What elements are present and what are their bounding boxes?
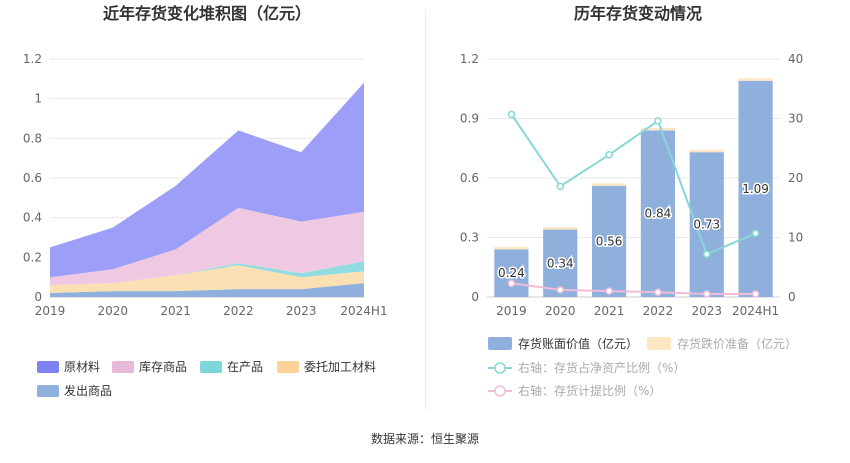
line-point-1 [556,286,564,294]
bar-data-label: 0.84 [645,207,672,221]
right-x-tick: 2024H1 [732,304,779,318]
bar-provision-2023 [689,149,724,153]
area-series-库存商品 [50,207,364,286]
line-point-0 [605,151,613,159]
right-x-tick: 2023 [691,304,722,318]
legend-swatch-委托加工材料 [277,361,299,373]
stacked-area-chart: 近年存货变化堆积图（亿元） 0 0.2 0.4 0.6 0.8 1 1.2 2019 2020 20… [23,4,388,398]
line-point-0 [654,117,662,125]
line-point-1 [654,288,662,296]
bar-2020 [543,229,578,297]
line-series-0 [510,113,756,256]
right-chart-title: 历年存货变动情况 [574,4,702,23]
bar-data-label: 0.24 [498,266,525,280]
left-x-tick: 2022 [223,304,254,318]
legend-label-在产品: 在产品 [227,360,263,374]
left-y-tick: 0.2 [23,250,42,264]
right-y-tick: 1.2 [460,52,479,66]
line-point-1 [507,279,516,288]
bar-provision-2020 [543,227,578,230]
area-series-委托加工材料 [50,265,364,293]
left-y-tick: 0.4 [23,211,42,225]
left-y-tick: 1.2 [23,52,42,66]
right-y-tick: 0.6 [460,171,479,185]
left-y-tick: 0 [34,290,42,304]
line-point-1 [751,290,760,298]
bar-data-label: 0.73 [693,218,720,232]
right-x-tick: 2019 [496,304,527,318]
data-source: 数据来源：恒生聚源 [370,432,479,446]
right-y2-tick: 0 [788,290,796,304]
left-x-tick: 2019 [35,304,66,318]
left-y-tick: 0.6 [23,171,42,185]
legend-label-line-1: 右轴：存货计提比例（%） [518,383,661,398]
left-x-tick: 2020 [98,304,129,318]
bar-provision-2021 [591,183,627,186]
left-chart-title: 近年存货变化堆积图（亿元） [103,4,311,23]
bar-data-label: 0.56 [596,234,623,248]
left-x-tick: 2021 [160,304,191,318]
legend-marker-1 [494,385,506,397]
right-y2-tick: 20 [788,171,803,185]
area-series-发出商品 [50,283,364,297]
bar-provision-2019 [494,246,529,250]
line-point-0 [751,229,760,238]
legend-label-发出商品: 发出商品 [64,383,112,398]
right-y2-tick: 30 [788,112,803,126]
right-y-tick: 0.3 [460,231,479,245]
bar-provision-2024H1 [738,78,773,81]
legend-swatch-发出商品 [37,385,59,397]
legend-label-委托加工材料: 委托加工材料 [304,360,376,374]
legend-label-provision: 存货跌价准备（亿元） [677,336,797,351]
legend-label-line-0: 右轴：存货占净资产比例（%） [518,360,685,375]
legend-swatch-provision [647,337,671,350]
right-x-tick: 2021 [594,304,625,318]
legend-swatch-在产品 [200,361,222,373]
left-y-tick: 0.8 [23,131,42,145]
bar-data-label: 0.34 [547,256,574,270]
right-x-tick: 2020 [545,304,576,318]
legend-swatch-库存商品 [112,361,134,373]
panel-divider [425,10,426,410]
line-point-1 [605,287,613,295]
line-series-1 [511,282,756,295]
legend-swatch-原材料 [37,361,59,373]
legend-swatch-book-value [488,337,512,350]
bar-provision-2022 [640,127,676,131]
legend-label-库存商品: 库存商品 [139,359,187,374]
bar-data-label: 1.09 [742,182,769,196]
bar-2022 [640,130,676,297]
bar-2021 [591,185,627,297]
right-x-tick: 2022 [643,304,674,318]
right-y2-tick: 10 [788,231,803,245]
left-y-tick: 1 [34,92,42,106]
line-point-1 [703,290,711,298]
legend-marker-0 [494,362,506,374]
line-point-0 [703,250,711,258]
line-point-0 [507,110,516,119]
left-x-tick: 2023 [286,304,317,318]
legend-label-book-value: 存货账面价值（亿元） [518,336,638,351]
area-series-原材料 [50,82,364,278]
legend-label-原材料: 原材料 [64,360,100,374]
right-y2-tick: 40 [788,52,803,66]
bar-2024H1 [738,80,773,297]
right-y-tick: 0 [471,290,479,304]
bar-line-chart: 历年存货变动情况 0 0.3 0.6 0.9 1.2 0 10 20 30 40 2019 2020 20… [460,4,803,398]
right-y-tick: 0.9 [460,112,479,126]
left-x-tick: 2024H1 [340,304,387,318]
bar-2019 [494,249,529,297]
line-point-0 [556,182,564,191]
